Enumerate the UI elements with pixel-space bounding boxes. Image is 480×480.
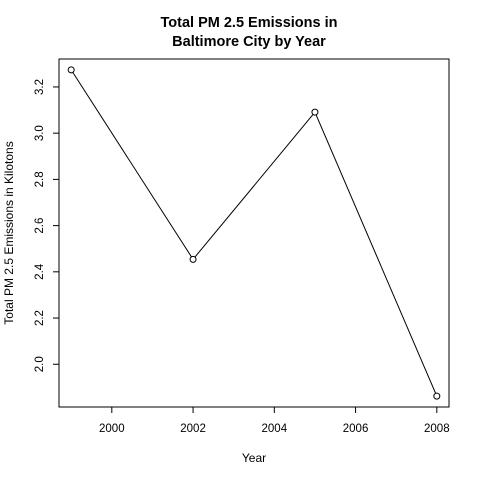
y-tick-label-3: 3.0 xyxy=(34,125,46,141)
x-tick-label-2000: 2000 xyxy=(99,423,125,435)
x-axis: 2000 2002 2004 2006 2008 xyxy=(99,407,450,435)
data-point-1999 xyxy=(67,66,75,74)
y-tick-label-3.2: 3.2 xyxy=(34,79,46,95)
y-axis-label: Total PM 2.5 Emissions in Kilotons xyxy=(2,141,16,324)
series-line xyxy=(67,66,441,400)
plot-frame xyxy=(58,58,450,408)
y-tick-label-2.8: 2.8 xyxy=(34,171,46,187)
line-segment-2 xyxy=(315,114,437,394)
data-point-2008 xyxy=(433,392,441,400)
chart-title-line-1: Total PM 2.5 Emissions in xyxy=(161,15,338,31)
x-tick-label-2002: 2002 xyxy=(180,423,206,435)
y-tick-label-2.4: 2.4 xyxy=(34,263,46,280)
y-tick-label-2.2: 2.2 xyxy=(34,310,46,326)
x-tick-label-2006: 2006 xyxy=(343,423,369,435)
y-axis: 2.0 2.2 2.4 2.6 2.8 3.0 3.2 xyxy=(34,79,59,372)
y-tick-label-2.6: 2.6 xyxy=(34,218,46,234)
x-axis-label: Year xyxy=(242,451,266,465)
line-segment-0 xyxy=(72,72,192,258)
chart-title-line-2: Baltimore City by Year xyxy=(172,34,326,50)
y-tick-label-2: 2.0 xyxy=(34,356,46,372)
line-segment-1 xyxy=(194,114,314,258)
x-tick-label-2008: 2008 xyxy=(424,423,450,435)
x-tick-label-2004: 2004 xyxy=(262,423,288,435)
data-point-2005 xyxy=(311,108,319,116)
data-point-2002 xyxy=(189,255,197,263)
